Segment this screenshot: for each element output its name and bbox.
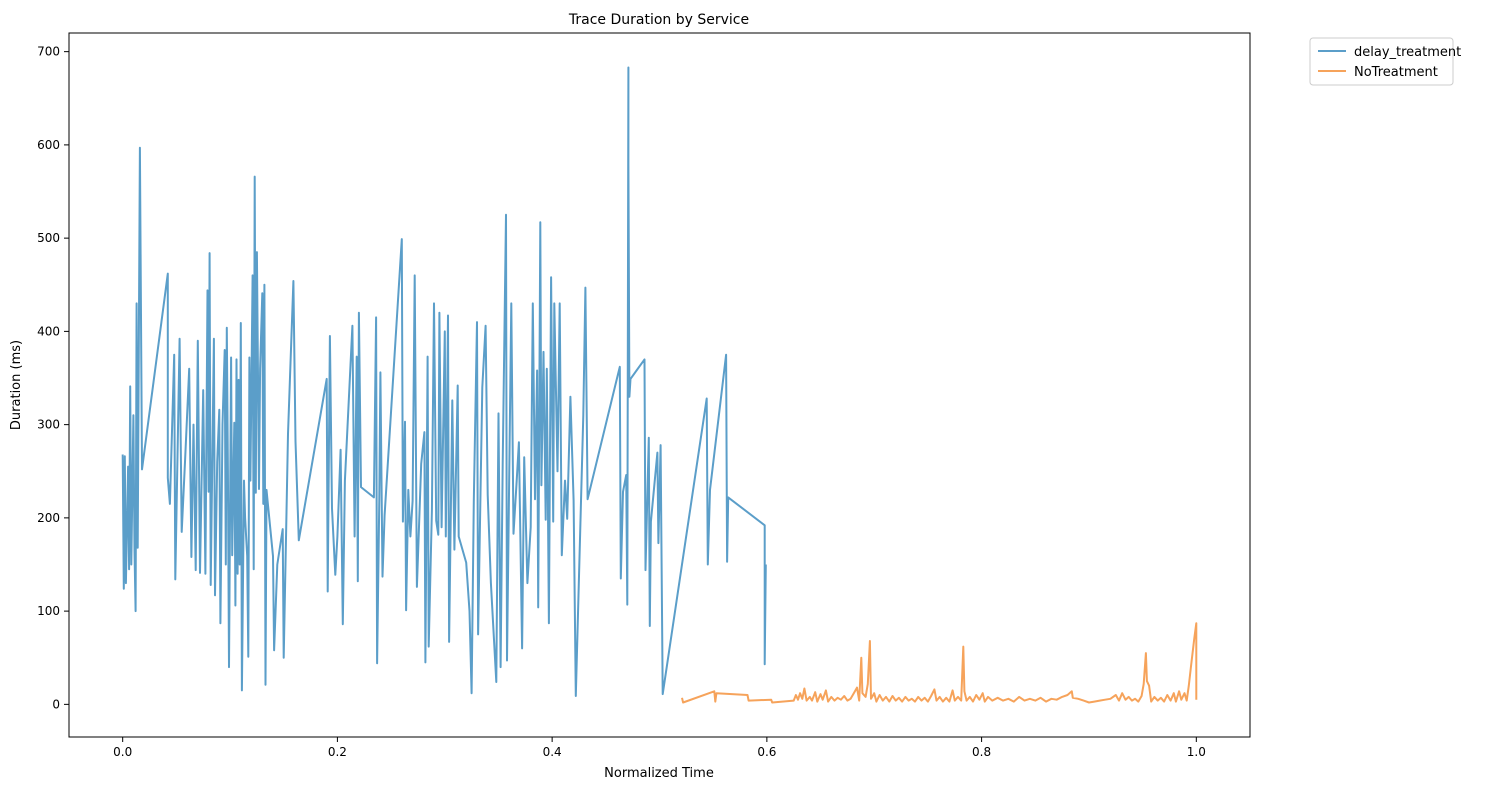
x-axis: 0.0 0.2 0.4 0.6 0.8 1.0	[113, 737, 1206, 759]
legend-label-notreatment: NoTreatment	[1354, 65, 1438, 80]
y-tick-label: 600	[37, 138, 60, 152]
y-axis: 0 100 200 300 400 500 600 700	[37, 45, 69, 711]
x-tick-label: 0.8	[972, 745, 991, 759]
y-tick-label: 400	[37, 324, 60, 338]
y-axis-label: Duration (ms)	[9, 340, 24, 430]
y-tick-label: 500	[37, 231, 60, 245]
x-tick-label: 1.0	[1187, 745, 1206, 759]
y-tick-label: 0	[52, 697, 60, 711]
y-tick-label: 300	[37, 418, 60, 432]
legend-box	[1309, 37, 1454, 86]
x-axis-label: Normalized Time	[604, 766, 714, 781]
legend-label-delay-treatment: delay_treatment	[1354, 45, 1461, 60]
series-layer	[121, 66, 1198, 704]
x-tick-label: 0.0	[113, 745, 132, 759]
y-tick-label: 100	[37, 604, 60, 618]
y-tick-label: 700	[37, 45, 60, 59]
series-line-delay-treatment	[121, 66, 767, 697]
series-line-notreatment	[681, 622, 1198, 704]
x-tick-label: 0.6	[757, 745, 776, 759]
x-tick-label: 0.4	[543, 745, 562, 759]
y-tick-label: 200	[37, 511, 60, 525]
plot-frame	[68, 32, 1251, 738]
x-tick-label: 0.2	[328, 745, 347, 759]
chart-title: Trace Duration by Service	[568, 12, 749, 28]
legend: delay_treatment NoTreatment	[1309, 37, 1461, 86]
